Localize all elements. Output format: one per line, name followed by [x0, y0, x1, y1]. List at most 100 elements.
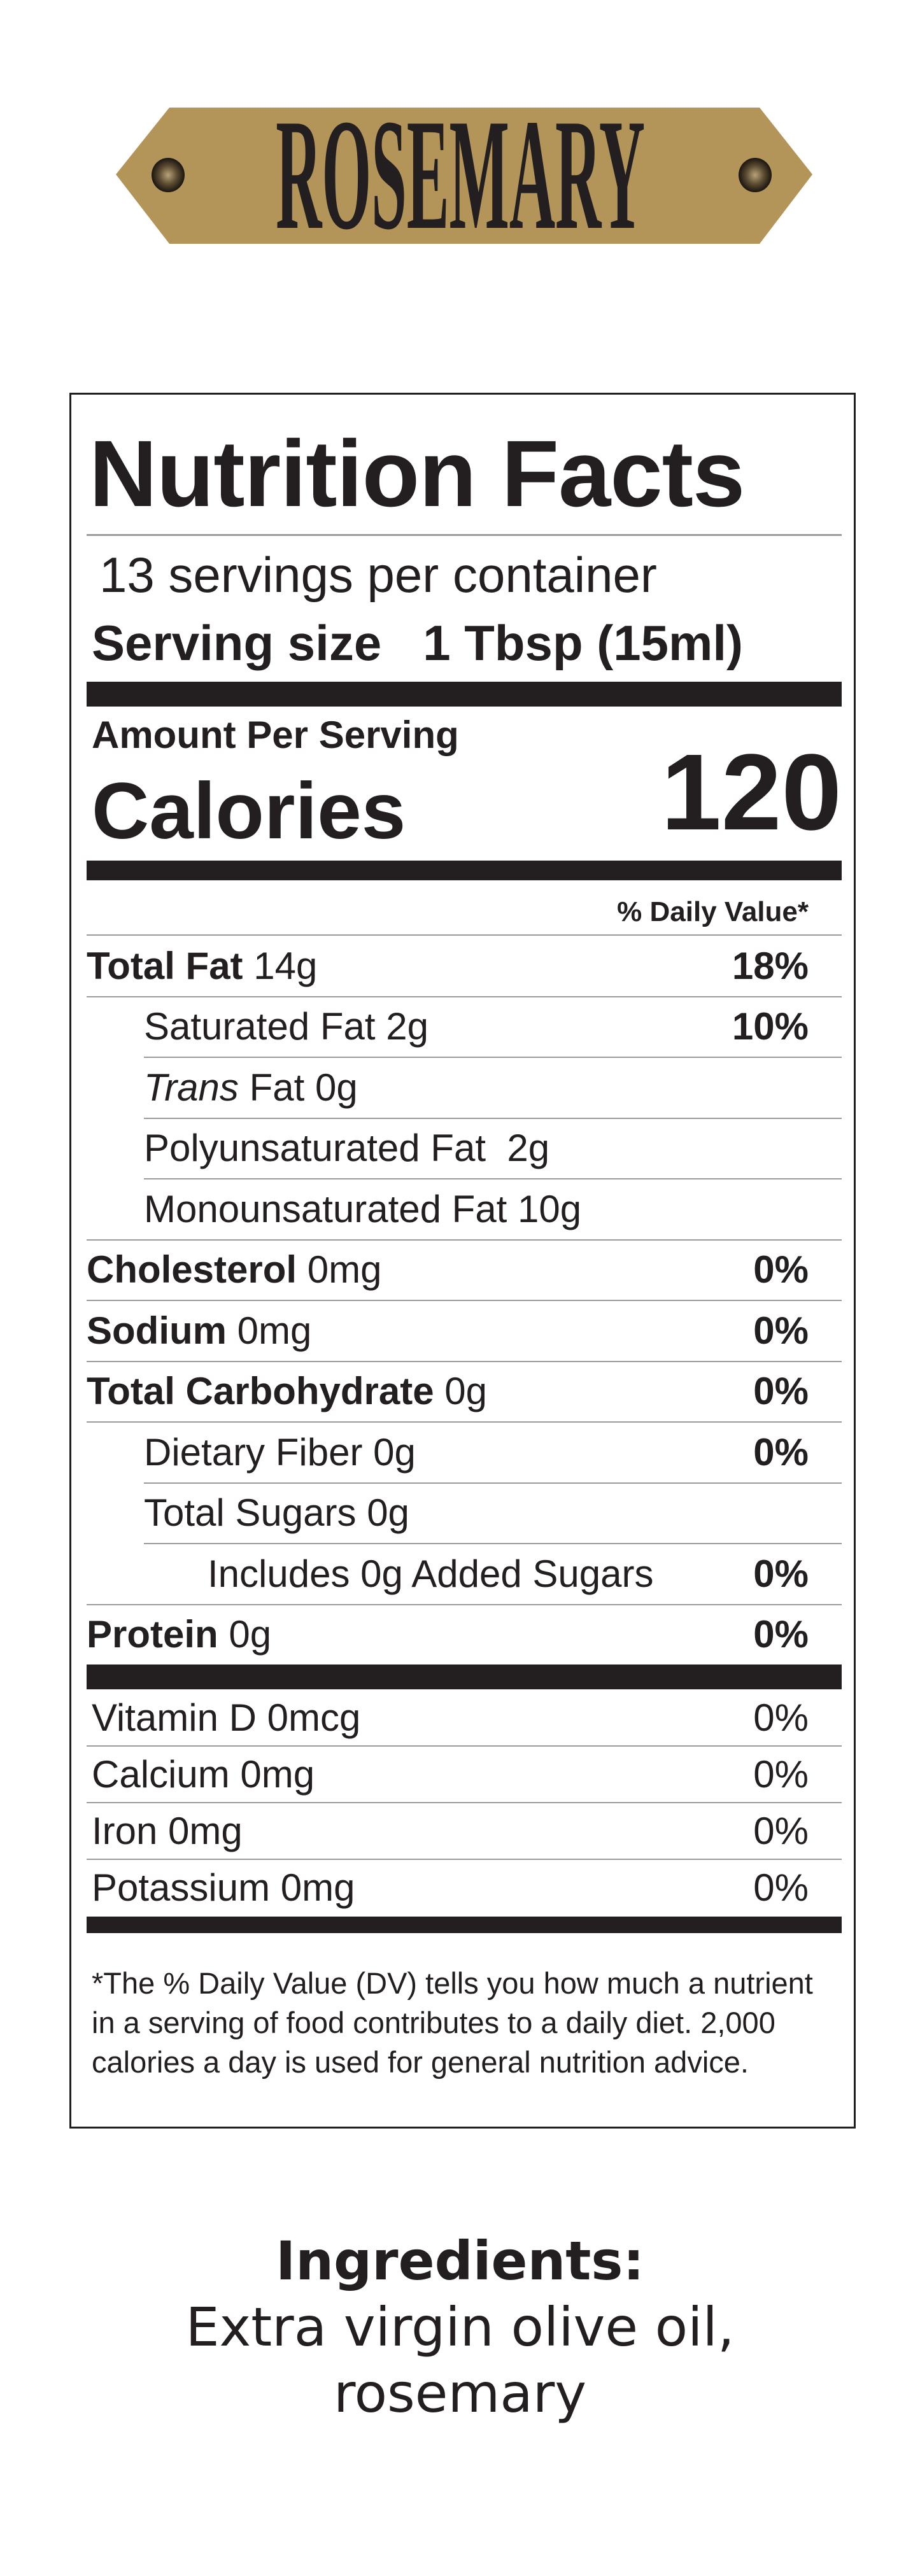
nutrient-name: Monounsaturated Fat 10g [144, 1190, 581, 1228]
nutrient-amount: 0mg [307, 1248, 382, 1292]
serving-size-label: Serving size [92, 615, 382, 671]
nutrient-row: Sodium 0mg 0% [87, 1300, 842, 1362]
ingredients-title: Ingredients: [275, 2230, 645, 2292]
nutrient-row: Cholesterol 0mg 0% [87, 1240, 842, 1301]
servings-per-container: 13 servings per container [99, 547, 657, 603]
nutrient-amount: 0g [373, 1430, 416, 1474]
nutrient-name: Total Carbohydrate 0g [87, 1372, 487, 1411]
calories-value: 120 [661, 732, 842, 853]
vitamin-daily-value: 0% [753, 1809, 809, 1852]
nutrient-daily-value: 0% [753, 1552, 809, 1595]
divider [144, 1178, 842, 1179]
vitamin-label: Potassium 0mg [92, 1866, 355, 1909]
nutrient-daily-value: 0% [753, 1613, 809, 1656]
divider [87, 1859, 842, 1860]
nutrient-name: Trans Fat 0g [144, 1066, 358, 1109]
nutrient-row: Dietary Fiber 0g 0% [87, 1422, 842, 1483]
vitamin-daily-value: 0% [753, 1752, 809, 1796]
divider [87, 934, 842, 936]
nutrient-daily-value: 0% [753, 1370, 809, 1413]
nutrient-label: Saturated Fat [144, 1005, 376, 1048]
divider [87, 1300, 842, 1301]
nutrient-name: Cholesterol 0mg [87, 1251, 381, 1289]
vitamin-label: Iron 0mg [92, 1809, 243, 1852]
nutrient-daily-value: 0% [753, 1309, 809, 1352]
nutrient-daily-value: 10% [732, 1005, 809, 1048]
nutrient-label: Total Fat [87, 944, 243, 987]
thick-divider [87, 861, 842, 880]
amount-per-serving: Amount Per Serving [92, 714, 459, 756]
nutrient-label: Sodium [87, 1309, 227, 1352]
ingredients-section: Ingredients: Extra virgin olive oil, ros… [0, 2228, 920, 2426]
nutrient-row: Protein 0g 0% [87, 1605, 842, 1666]
nutrition-facts-title: Nutrition Facts [89, 421, 745, 526]
nutrient-row: Monounsaturated Fat 10g [87, 1179, 842, 1240]
nutrient-amount: 0mg [237, 1309, 312, 1352]
ingredients-line: rosemary [333, 2362, 587, 2425]
nutrient-name: Sodium 0mg [87, 1309, 312, 1352]
nutrient-name: Polyunsaturated Fat 2g [144, 1129, 549, 1167]
vitamin-row: Calcium 0mg 0% [87, 1746, 842, 1803]
divider [87, 1421, 842, 1423]
nutrient-row: Total Sugars 0g [87, 1483, 842, 1544]
nutrient-label: Dietary Fiber [144, 1430, 363, 1474]
rivet-right-icon [739, 158, 772, 192]
vitamin-daily-value: 0% [753, 1866, 809, 1909]
vitamin-daily-value: 0% [753, 1696, 809, 1739]
vitamin-row: Potassium 0mg 0% [87, 1859, 842, 1916]
nutrient-amount: 2g [496, 1127, 550, 1170]
nutrient-daily-value: 0% [753, 1430, 809, 1474]
serving-size-value: 1 Tbsp (15ml) [423, 615, 743, 671]
nutrient-name: Total Fat 14g [87, 947, 317, 985]
nutrient-name: Includes 0g Added Sugars [208, 1552, 654, 1595]
banner-shape [116, 108, 812, 244]
product-banner: ROSEMARY [0, 0, 920, 267]
nutrient-row: Total Fat 14g 18% [87, 936, 842, 997]
nutrient-label: Total Sugars [144, 1491, 357, 1535]
daily-value-header: % Daily Value* [617, 896, 809, 927]
banner-plate [116, 108, 812, 244]
nutrient-label: Cholesterol [87, 1248, 297, 1292]
nutrient-amount: 0g [229, 1613, 272, 1656]
divider [144, 1117, 842, 1119]
divider [87, 1802, 842, 1803]
nutrient-name: Dietary Fiber 0g [144, 1433, 416, 1472]
divider [144, 1057, 842, 1058]
product-name: ROSEMARY [276, 87, 646, 263]
vitamin-row: Vitamin D 0mcg 0% [87, 1689, 842, 1746]
divider [87, 1239, 842, 1241]
nutrient-row: Trans Fat 0g [87, 1057, 842, 1118]
nutrient-amount: 2g [386, 1005, 428, 1048]
nutrient-label: Total Carbohydrate [87, 1370, 434, 1413]
divider [87, 1603, 842, 1605]
nutrient-label: Polyunsaturated Fat [144, 1127, 486, 1170]
thick-divider [87, 682, 842, 707]
nutrient-label: Includes 0g Added Sugars [208, 1552, 654, 1595]
ingredients-line: Extra virgin olive oil, [185, 2296, 735, 2358]
nutrient-row: Polyunsaturated Fat 2g [87, 1118, 842, 1179]
nutrient-label: Protein [87, 1613, 218, 1656]
nutrient-daily-value: 18% [732, 944, 809, 987]
nutrient-amount: 14g [253, 944, 318, 987]
ingredients-text: Extra virgin olive oil, rosemary [0, 2294, 920, 2426]
nutrient-daily-value: 0% [753, 1248, 809, 1292]
nutrient-row: Total Carbohydrate 0g 0% [87, 1362, 842, 1423]
footnote: *The % Daily Value (DV) tells you how mu… [92, 1966, 813, 2079]
nutrient-amount: 0g [367, 1491, 409, 1535]
divider [144, 1543, 842, 1544]
serving-size: Serving size 1 Tbsp (15ml) [92, 614, 743, 672]
vitamin-label: Calcium 0mg [92, 1752, 315, 1796]
divider [87, 996, 842, 997]
thick-divider [87, 1917, 842, 1933]
nutrient-row: Saturated Fat 2g 10% [87, 997, 842, 1058]
divider [87, 1360, 842, 1362]
divider [87, 1745, 842, 1747]
nutrient-name: Saturated Fat 2g [144, 1008, 428, 1046]
vitamin-row: Iron 0mg 0% [87, 1803, 842, 1859]
nutrient-amount: 0g [444, 1370, 488, 1413]
nutrient-name: Protein 0g [87, 1615, 271, 1654]
divider [144, 1482, 842, 1484]
nutrient-label: Trans [144, 1066, 239, 1109]
nutrient-label: Monounsaturated Fat [144, 1187, 507, 1230]
nutrient-amount: Fat 0g [249, 1066, 358, 1109]
